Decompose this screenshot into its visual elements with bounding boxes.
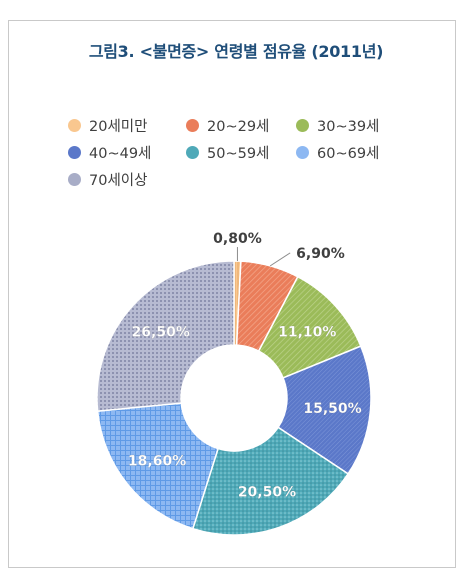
legend-item: 70세이상 [68,169,186,190]
data-label: 6,90% [296,246,345,262]
legend-swatch [68,146,81,159]
legend-row: 20세미만 20~29세 30~39세 [68,112,408,139]
data-label: 18,60% [128,453,186,469]
legend-label: 20세미만 [89,119,148,135]
legend-item: 50~59세 [186,142,296,163]
data-label: 11,10% [278,324,336,340]
chart-title: 그림3. <불면증> 연령별 점유율 (2011년) [88,42,384,61]
legend-label: 50~59세 [207,146,270,162]
legend-item: 60~69세 [296,142,379,163]
legend-item: 20~29세 [186,115,296,136]
legend-label: 40~49세 [89,146,152,162]
legend-label: 70세이상 [89,173,148,189]
chart-legend: 20세미만 20~29세 30~39세 40~49세 50~59세 60~69세 70세이상 [68,112,408,193]
legend-item: 40~49세 [68,142,186,163]
legend-swatch [186,146,199,159]
legend-swatch [68,119,81,132]
donut-slice [96,402,220,530]
data-label: 20,50% [238,484,296,500]
donut-slice [191,426,350,536]
legend-item: 30~39세 [296,115,379,136]
legend-label: 20~29세 [207,119,270,135]
legend-swatch [296,119,309,132]
data-label: 26,50% [132,324,190,340]
legend-label: 60~69세 [317,146,380,162]
leader-line [269,252,291,267]
legend-swatch [296,146,309,159]
legend-swatch [186,119,199,132]
data-label: 15,50% [303,401,361,417]
data-label: 0,80% [213,231,262,247]
legend-row: 70세이상 [68,166,408,193]
legend-swatch [68,173,81,186]
legend-label: 30~39세 [317,119,380,135]
legend-row: 40~49세 50~59세 60~69세 [68,139,408,166]
legend-item: 20세미만 [68,115,186,136]
donut-slice [96,260,235,412]
